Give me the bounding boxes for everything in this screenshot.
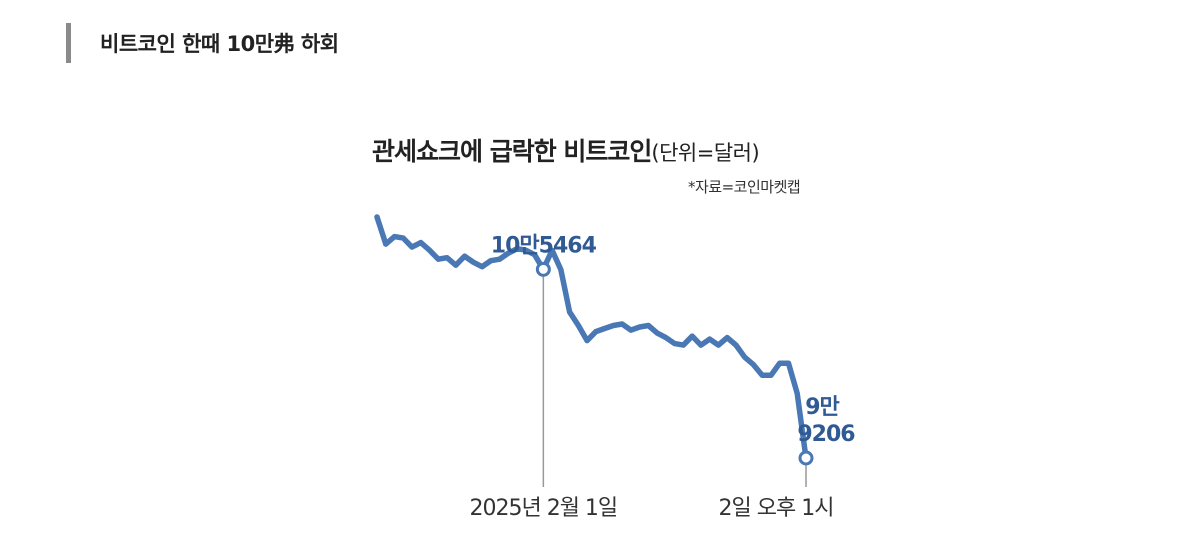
peak-point-marker xyxy=(535,261,551,277)
chart-title-main: 관세쇼크에 급락한 비트코인 xyxy=(372,137,652,166)
peak-value-label: 10만5464 xyxy=(491,233,597,258)
end-value-label-line2: 9206 xyxy=(797,422,855,447)
chart-source: *자료=코인마켓캡 xyxy=(688,178,801,196)
end-value-label-line1: 9만 xyxy=(805,395,839,420)
article-heading: 비트코인 한때 10만弗 하회 xyxy=(100,32,339,56)
chart-unit-note: (단위=달러) xyxy=(651,141,760,165)
end-date-label: 2일 오후 1시 xyxy=(719,496,834,521)
peak-date-label: 2025년 2월 1일 xyxy=(469,496,617,521)
end-point-marker xyxy=(798,450,814,466)
heading-accent-bar xyxy=(66,23,71,63)
price-series-line xyxy=(374,214,809,461)
chart-title: 관세쇼크에 급락한 비트코인(단위=달러) xyxy=(372,132,760,168)
